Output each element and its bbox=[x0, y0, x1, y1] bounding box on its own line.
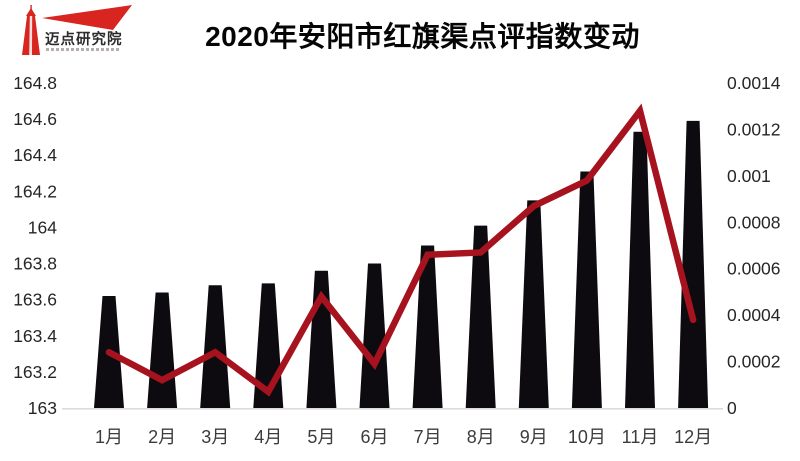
left-axis-tick: 164.6 bbox=[13, 109, 57, 129]
right-axis-tick: 0.0006 bbox=[727, 259, 781, 279]
x-axis-label: 1月 bbox=[95, 427, 123, 447]
left-axis-tick: 163.6 bbox=[13, 290, 57, 310]
trend-line bbox=[105, 103, 697, 397]
bar bbox=[359, 263, 390, 408]
x-axis-label: 9月 bbox=[520, 427, 548, 447]
lighthouse-icon bbox=[22, 5, 132, 55]
right-axis-tick: 0.0004 bbox=[727, 305, 781, 325]
x-axis-label: 3月 bbox=[201, 427, 229, 447]
x-axis-label: 2月 bbox=[148, 427, 176, 447]
logo-subtext bbox=[46, 48, 120, 51]
bar bbox=[625, 131, 655, 408]
x-axis-label: 12月 bbox=[674, 427, 712, 447]
page-title: 2020年安阳市红旗渠点评指数变动 bbox=[205, 21, 640, 52]
left-axis-tick: 163 bbox=[28, 398, 57, 418]
left-axis-tick: 164.8 bbox=[13, 73, 57, 93]
bar bbox=[412, 245, 443, 408]
left-axis-tick: 164.4 bbox=[13, 145, 57, 165]
meadin-logo: 迈点研究院 bbox=[14, 4, 154, 58]
x-axis-label: 8月 bbox=[467, 427, 495, 447]
x-axis-label: 6月 bbox=[360, 427, 388, 447]
bar bbox=[518, 200, 549, 408]
logo-text: 迈点研究院 bbox=[45, 32, 123, 48]
bar bbox=[678, 120, 709, 409]
left-axis-tick: 163.2 bbox=[13, 362, 57, 382]
left-axis-tick: 163.8 bbox=[13, 254, 57, 274]
bar bbox=[465, 225, 496, 408]
right-axis-tick: 0.001 bbox=[727, 166, 771, 186]
bar bbox=[147, 292, 178, 408]
right-axis-tick: 0 bbox=[727, 398, 737, 418]
x-axis-label: 5月 bbox=[307, 427, 335, 447]
right-axis-tick: 0.0014 bbox=[727, 73, 781, 93]
bar bbox=[571, 171, 602, 408]
right-axis-tick: 0.0002 bbox=[727, 352, 781, 372]
bar bbox=[200, 285, 231, 408]
x-axis-label: 7月 bbox=[414, 427, 442, 447]
x-axis-label: 11月 bbox=[622, 427, 659, 447]
x-axis-label: 10月 bbox=[568, 427, 606, 447]
left-axis-tick: 163.4 bbox=[13, 326, 57, 346]
right-axis-tick: 0.0008 bbox=[727, 212, 781, 232]
x-axis-label: 4月 bbox=[254, 427, 282, 447]
left-axis-tick: 164.2 bbox=[13, 181, 57, 201]
right-axis-tick: 0.0012 bbox=[727, 119, 781, 139]
left-axis-tick: 164 bbox=[28, 217, 57, 237]
